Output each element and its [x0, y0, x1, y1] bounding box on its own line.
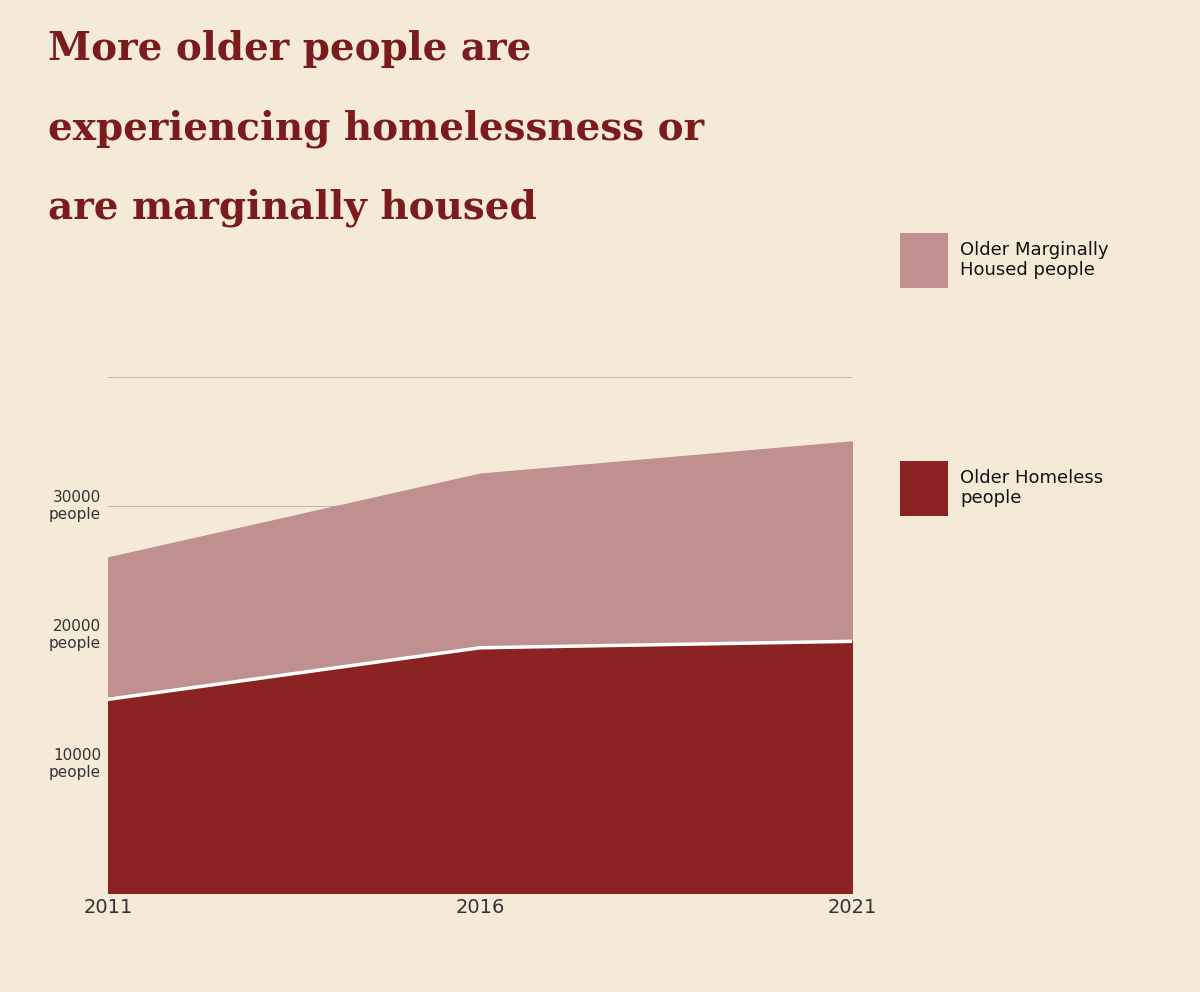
Text: experiencing homelessness or: experiencing homelessness or [48, 109, 704, 148]
Text: are marginally housed: are marginally housed [48, 188, 536, 227]
Text: Older Marginally
Housed people: Older Marginally Housed people [960, 240, 1109, 280]
Text: Older Homeless
people: Older Homeless people [960, 468, 1103, 508]
Text: More older people are: More older people are [48, 30, 532, 67]
